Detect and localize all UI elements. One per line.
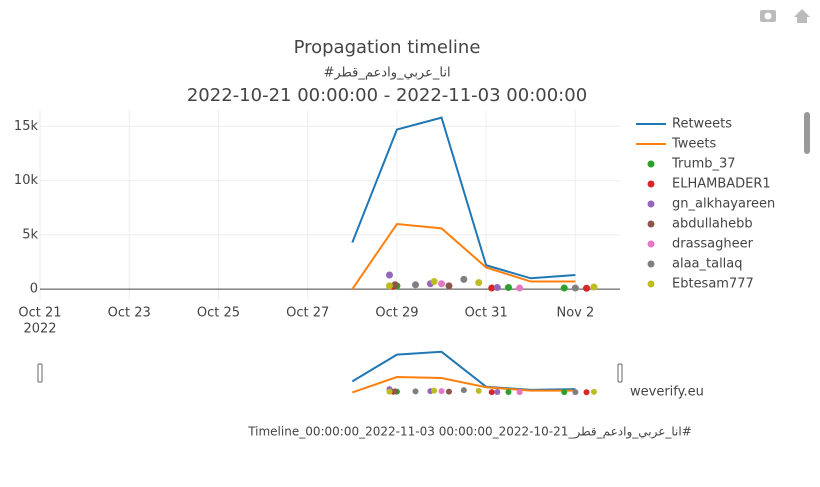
legend-label: drassagheer (672, 237, 754, 252)
point (438, 280, 446, 288)
x-tick-label: Oct 25 (197, 306, 240, 321)
legend-marker (647, 220, 655, 228)
range-point (494, 389, 501, 396)
legend-label: ELHAMBADER1 (672, 177, 771, 192)
legend-marker (647, 160, 655, 168)
legend-marker (647, 260, 655, 268)
legend-marker (647, 240, 655, 248)
legend-label: Trumb_37 (671, 157, 736, 172)
range-point (561, 389, 568, 396)
camera-lens (764, 12, 772, 20)
x-tick-label: Oct 29 (375, 306, 418, 321)
legend-label: alaa_tallaq (672, 257, 743, 272)
x-tick-label: Nov 2 (556, 306, 594, 321)
point (560, 284, 568, 292)
toolbar (760, 9, 810, 23)
chart-title: Propagation timeline (294, 37, 481, 58)
point (385, 271, 393, 279)
date-range: 2022-10-21 00:00:00 - 2022-11-03 00:00:0… (187, 85, 587, 106)
x-tick-year: 2022 (23, 322, 56, 337)
range-point (412, 388, 419, 395)
range-point (505, 389, 512, 396)
point (445, 282, 453, 290)
point (460, 275, 468, 283)
legend-marker (647, 180, 655, 188)
range-point (475, 387, 482, 394)
line (351, 222, 576, 290)
range-line (351, 350, 576, 391)
x-tick-label: Oct 27 (286, 306, 329, 321)
legend-label: Tweets (671, 137, 717, 152)
range-point (516, 389, 523, 396)
legend-marker (647, 280, 655, 288)
range-point (431, 387, 438, 394)
chart-subtitle: #انا_عربي_وادعم_قطر (323, 66, 450, 81)
range-point (392, 388, 399, 395)
point (583, 284, 591, 292)
point (493, 284, 501, 292)
range-point (583, 389, 590, 396)
legend-scrollbar[interactable] (804, 112, 810, 154)
range-point (488, 389, 495, 396)
legend-label: gn_alkhayareen (672, 197, 775, 212)
range-point (460, 387, 467, 394)
x-tick-label: Oct 31 (465, 306, 508, 321)
y-tick-label: 5k (22, 227, 38, 242)
line (351, 116, 576, 280)
point (488, 284, 496, 292)
legend-label: abdullahebb (672, 217, 753, 232)
range-point (572, 389, 579, 396)
point (516, 284, 524, 292)
home-icon[interactable] (794, 9, 810, 23)
range-handle[interactable] (37, 363, 43, 383)
y-tick-label: 0 (30, 282, 38, 297)
point (430, 278, 438, 286)
legend-marker (647, 200, 655, 208)
range-point (438, 388, 445, 395)
range-point (590, 388, 597, 395)
range-point (386, 388, 393, 395)
point (504, 284, 512, 292)
range-handle[interactable] (617, 363, 623, 383)
point (475, 279, 483, 287)
point (385, 282, 393, 290)
legend-label: Retweets (672, 117, 732, 132)
point (571, 284, 579, 292)
x-tick-label: Oct 23 (108, 306, 151, 321)
watermark: weverify.eu (630, 385, 704, 400)
legend-label: Ebtesam777 (672, 277, 754, 292)
y-tick-label: 15k (14, 119, 39, 134)
range-line (351, 375, 576, 394)
x-tick-label: Oct 21 (18, 306, 61, 321)
range-point (445, 388, 452, 395)
point (391, 281, 399, 289)
y-tick-label: 10k (14, 173, 39, 188)
point (412, 281, 420, 289)
point (590, 283, 598, 291)
caption: Timeline_انا_عربي_وادعم_قطر_21-10-2022_0… (247, 425, 692, 440)
